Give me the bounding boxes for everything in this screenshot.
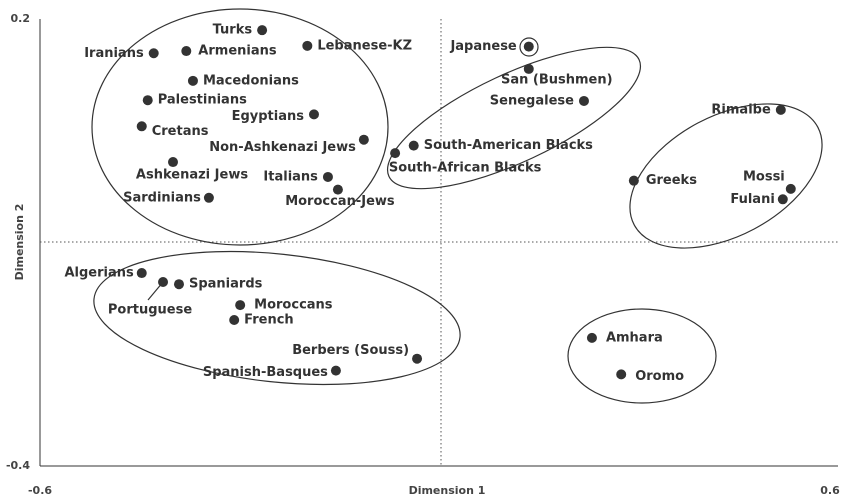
group-outline [93,250,461,386]
point [235,300,246,311]
point-label: South-African Blacks [389,161,542,176]
y-axis-title: Dimension 2 [13,204,26,281]
point [523,41,534,52]
point-label: Italians [263,169,318,184]
point-label: Cretans [152,124,209,139]
point-label: Egyptians [232,109,305,124]
point-label: Ashkenazi Jews [136,168,248,183]
x-tick-label: -0.6 [28,484,52,497]
point-label: Lebanese-KZ [317,38,412,53]
point-label: Algerians [64,266,134,281]
point-label: Non-Ashkenazi Jews [209,140,356,155]
point-label: Moroccan-Jews [285,194,395,209]
point-label: Rimaibe [711,102,771,117]
point [412,353,423,364]
point [408,140,419,151]
group-outline [91,8,389,246]
point [136,121,147,132]
point [586,332,597,343]
point-label: Oromo [635,369,684,384]
group-outline [386,46,642,190]
point-label: Greeks [646,173,697,188]
point [173,279,184,290]
y-tick-label: 0.2 [11,12,31,25]
x-axis-title: Dimension 1 [409,484,486,497]
point-label: Fulani [730,192,774,207]
point-label: Palestinians [158,93,247,108]
point-label: Turks [213,23,253,38]
point-label: Amhara [606,330,663,345]
point-label: Moroccans [254,298,333,313]
point-label: Iranians [84,46,144,61]
point [168,157,178,168]
point-label: San (Bushmen) [501,72,613,87]
point-label: Sardinians [123,190,201,205]
y-tick-label: -0.4 [6,459,30,472]
point [302,40,313,51]
point-label: Berbers (Souss) [292,343,409,358]
point-label: French [244,312,294,327]
point [616,369,627,380]
x-tick-label: 0.6 [820,484,840,497]
point-label: South-American Blacks [424,138,593,153]
point [257,25,268,36]
point [203,192,214,203]
point [775,104,786,115]
point [136,268,147,279]
point [308,109,319,120]
point [785,183,796,194]
point [148,48,159,59]
point [187,75,198,86]
point [330,365,341,376]
point [322,171,333,182]
group-outline [629,103,823,249]
point [332,184,343,195]
point [229,314,240,325]
point [181,46,192,57]
point-label: Spaniards [189,277,263,292]
point-label: Armenians [198,44,277,59]
group-outline [567,308,717,404]
point-label: Portuguese [108,302,192,317]
point-label: Japanese [449,39,516,54]
point [523,63,534,74]
point [628,175,639,186]
point-label: Spanish-Basques [203,365,328,380]
point-label: Senegalese [490,93,574,108]
point [158,276,169,287]
highlight-ring [519,37,539,57]
point [142,95,153,106]
point-label: Mossi [743,169,785,184]
point [358,134,369,145]
point-label: Macedonians [203,73,299,88]
point [777,194,788,205]
point [390,148,401,159]
point [578,95,589,106]
